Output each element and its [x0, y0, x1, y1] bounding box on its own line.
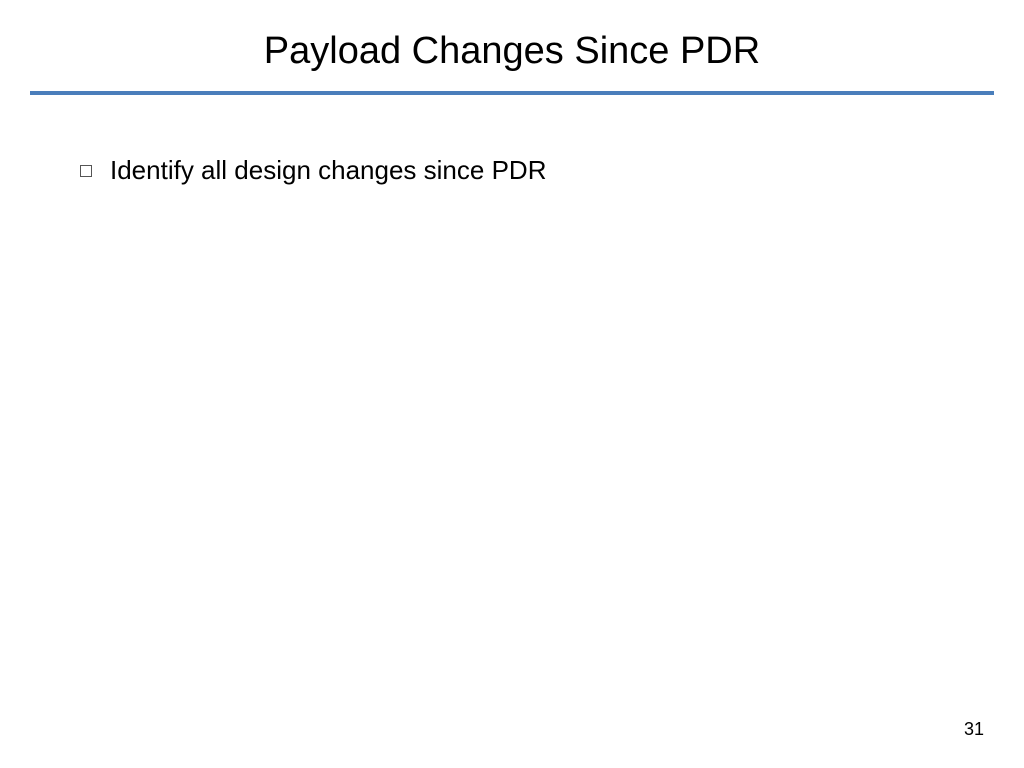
slide-title: Payload Changes Since PDR: [0, 0, 1024, 73]
slide-container: Payload Changes Since PDR Identify all d…: [0, 0, 1024, 768]
square-bullet-icon: [80, 165, 92, 177]
bullet-item: Identify all design changes since PDR: [80, 155, 944, 186]
bullet-text: Identify all design changes since PDR: [110, 155, 546, 186]
page-number: 31: [964, 719, 984, 740]
slide-content: Identify all design changes since PDR: [0, 95, 1024, 186]
